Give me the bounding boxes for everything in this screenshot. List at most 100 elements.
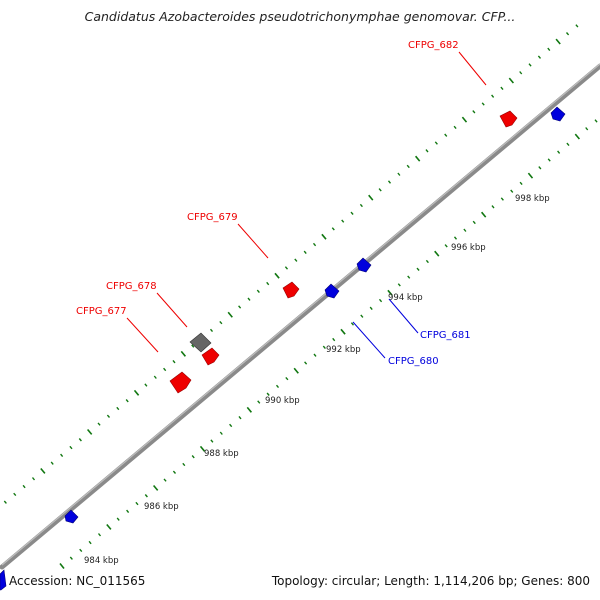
inner-track-tick xyxy=(453,236,458,240)
inner-track-tick xyxy=(313,353,317,357)
outer-track-tick xyxy=(312,242,317,247)
inner-track-tick xyxy=(547,158,551,162)
inner-track-tick xyxy=(519,181,523,186)
tick-label-990: 990 kbp xyxy=(265,396,300,406)
outer-tick-track xyxy=(3,24,579,504)
gene-cfpg-679[interactable] xyxy=(282,281,300,299)
outer-track-tick xyxy=(284,266,289,270)
gene-other[interactable] xyxy=(189,332,212,353)
gene-cfpg-681[interactable] xyxy=(356,257,372,273)
gene-cfpg-678[interactable] xyxy=(201,347,220,366)
outer-track-tick xyxy=(547,47,551,52)
outer-track-tick xyxy=(247,297,251,301)
gene-682-arrow[interactable] xyxy=(499,110,518,128)
gene-681-arrow[interactable] xyxy=(356,257,372,273)
outer-track-tick xyxy=(31,477,36,481)
inner-track-tick xyxy=(275,384,280,389)
outer-track-tick xyxy=(481,102,485,106)
outer-track-tick xyxy=(378,188,382,192)
outer-track-tick xyxy=(69,445,73,450)
leader-681 xyxy=(388,298,419,334)
inner-track-tick xyxy=(322,345,326,350)
inner-track-tick xyxy=(163,478,167,482)
tick-label-986: 986 kbp xyxy=(144,502,179,512)
outer-track-tick xyxy=(555,38,561,45)
outer-track-tick xyxy=(144,383,148,387)
outer-track-tick xyxy=(575,24,579,28)
inner-track-tick xyxy=(135,501,139,506)
inner-track-tick xyxy=(434,250,440,257)
outer-track-tick xyxy=(331,227,335,231)
outer-track-tick xyxy=(321,233,327,240)
outer-track-tick xyxy=(209,328,214,333)
inner-track-tick xyxy=(416,267,420,271)
tick-label-996: 996 kbp xyxy=(451,243,486,253)
tick-label-984: 984 kbp xyxy=(84,556,119,566)
outer-track-tick xyxy=(116,406,120,411)
inner-track-tick xyxy=(69,556,73,560)
outer-track-tick xyxy=(444,133,448,137)
map-title: Candidatus Azobacteroides pseudotrichony… xyxy=(84,9,516,24)
gene-grey-box[interactable] xyxy=(189,332,212,353)
inner-track-tick xyxy=(538,166,542,170)
leader-678 xyxy=(156,292,188,328)
outer-track-tick xyxy=(106,414,111,418)
gene-678-arrow[interactable] xyxy=(201,347,220,366)
inner-track-tick xyxy=(510,189,514,193)
gene-cfpg-680[interactable] xyxy=(324,283,340,299)
inner-track-tick xyxy=(229,423,233,428)
gene-679-arrow[interactable] xyxy=(282,281,300,299)
outer-track-tick xyxy=(565,32,570,36)
gene-cfpg-682[interactable] xyxy=(499,110,518,128)
leader-680 xyxy=(352,321,386,359)
outer-track-tick xyxy=(13,492,17,497)
inner-track-tick xyxy=(350,322,355,326)
outer-track-tick xyxy=(425,149,429,153)
gene-blue-edge[interactable] xyxy=(0,569,7,591)
inner-track-tick xyxy=(97,533,102,537)
outer-track-tick xyxy=(368,194,374,201)
outer-track-tick xyxy=(266,281,270,286)
inner-track-tick xyxy=(480,211,487,218)
outer-track-tick xyxy=(219,320,223,325)
label-cfpg-681[interactable]: CFPG_681 xyxy=(420,330,471,341)
inner-track-tick xyxy=(152,484,159,491)
leader-677 xyxy=(126,317,159,353)
inner-track-tick xyxy=(79,548,83,553)
leader-682 xyxy=(458,51,487,86)
inner-track-tick xyxy=(340,328,346,335)
outer-track-tick xyxy=(519,71,523,75)
gene-cfpg-677[interactable] xyxy=(169,371,192,394)
outer-track-tick xyxy=(78,438,82,442)
label-cfpg-682[interactable]: CFPG_682 xyxy=(408,40,459,51)
genome-summary-text: Topology: circular; Length: 1,114,206 bp… xyxy=(271,574,590,588)
genome-backbone xyxy=(0,63,600,570)
inner-track-tick xyxy=(293,367,299,374)
label-cfpg-678[interactable]: CFPG_678 xyxy=(106,281,157,292)
outer-track-tick xyxy=(22,484,26,489)
gene-680-arrow[interactable] xyxy=(324,283,340,299)
inner-track-tick xyxy=(246,406,253,413)
inner-track-tick xyxy=(285,376,289,381)
inner-track-tick xyxy=(387,289,393,296)
tick-label-988: 988 kbp xyxy=(204,449,239,459)
gene-blue-right[interactable] xyxy=(550,106,566,122)
outer-track-tick xyxy=(274,272,280,279)
inner-track-tick xyxy=(116,517,120,521)
gene-677-arrow[interactable] xyxy=(169,371,192,394)
gene-blue-lower[interactable] xyxy=(64,509,79,524)
inner-track-tick xyxy=(585,127,589,131)
label-cfpg-677[interactable]: CFPG_677 xyxy=(76,306,127,317)
inner-track-tick xyxy=(594,119,598,123)
inner-track-tick xyxy=(369,306,373,311)
inner-track-tick xyxy=(191,455,195,459)
genome-backbone-highlight xyxy=(1,63,600,566)
label-cfpg-679[interactable]: CFPG_679 xyxy=(187,212,238,223)
inner-track-tick xyxy=(500,197,504,201)
tick-label-998: 998 kbp xyxy=(515,194,550,204)
leader-679 xyxy=(237,223,269,259)
label-cfpg-680[interactable]: CFPG_680 xyxy=(388,356,439,367)
outer-track-tick xyxy=(50,461,54,465)
inner-track-tick xyxy=(397,283,401,287)
